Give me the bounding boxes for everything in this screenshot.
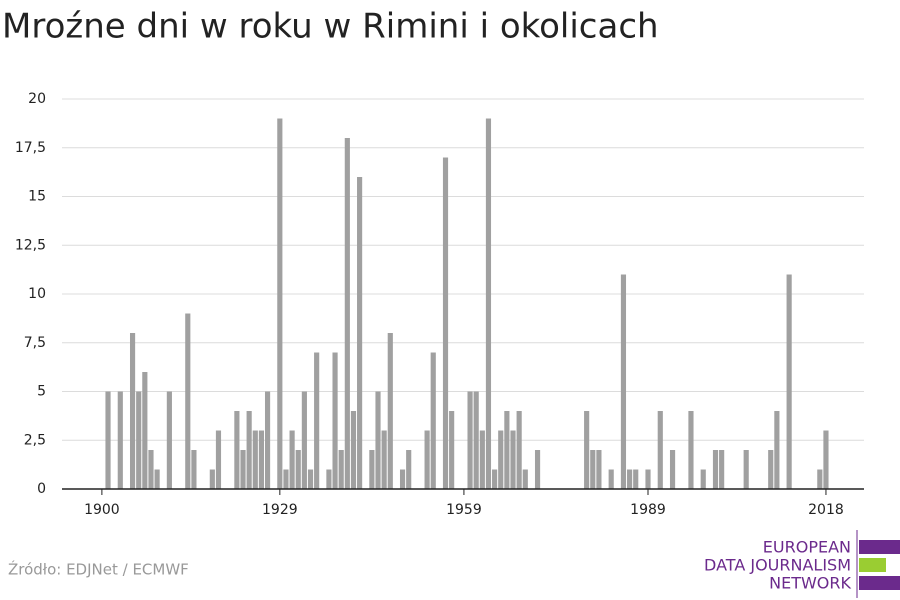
bar	[350, 411, 357, 489]
bar	[338, 450, 344, 489]
bar	[295, 450, 301, 489]
bar	[534, 450, 541, 489]
y-tick-label: 5	[37, 384, 46, 400]
bar	[117, 391, 123, 489]
bar	[387, 333, 393, 489]
bar	[277, 118, 283, 489]
bar	[590, 450, 596, 489]
bar	[424, 430, 430, 489]
logo-bar	[859, 540, 900, 554]
bar	[504, 411, 510, 489]
y-tick-label: 2,5	[24, 432, 46, 448]
bar	[608, 469, 614, 489]
bar	[215, 430, 222, 489]
bar	[283, 469, 289, 489]
bar	[381, 430, 387, 489]
bar	[252, 430, 258, 489]
chart-title: Mroźne dni w roku w Rimini i okolicach	[2, 7, 659, 47]
y-tick-label: 10	[28, 286, 46, 302]
bar	[700, 469, 706, 489]
bar	[669, 450, 676, 489]
bar	[314, 352, 320, 489]
logo-bar	[859, 558, 886, 572]
logo-text: NETWORK	[769, 574, 851, 593]
bar	[492, 469, 498, 489]
bar	[774, 411, 780, 489]
bar	[633, 469, 639, 489]
bar	[129, 333, 136, 489]
bar	[209, 469, 215, 489]
bar	[301, 391, 307, 489]
bar	[442, 157, 449, 489]
x-tick-label: 1929	[262, 502, 298, 518]
bar	[166, 391, 172, 489]
bar	[786, 274, 792, 489]
bar	[473, 391, 479, 489]
bar	[264, 391, 271, 489]
bar	[399, 469, 406, 489]
bar	[768, 450, 774, 489]
bar	[357, 177, 363, 489]
bar	[240, 450, 246, 489]
bar	[246, 411, 252, 489]
bar	[620, 274, 627, 489]
logo-bar	[859, 576, 900, 590]
bar	[136, 391, 142, 489]
x-tick-label: 2018	[808, 502, 844, 518]
bar	[289, 430, 295, 489]
y-tick-label: 15	[28, 189, 46, 205]
bar	[743, 450, 749, 489]
bar	[258, 430, 265, 489]
bar	[627, 469, 633, 489]
bar	[719, 450, 725, 489]
logo-text: EUROPEAN	[763, 538, 851, 557]
bar	[479, 430, 485, 489]
bar	[510, 430, 516, 489]
bar	[148, 450, 154, 489]
x-tick-label: 1959	[446, 502, 482, 518]
y-tick-label: 17,5	[15, 140, 46, 156]
bar	[307, 469, 314, 489]
bar	[430, 352, 436, 489]
bar	[105, 391, 111, 489]
bar	[712, 450, 719, 489]
bar	[332, 352, 338, 489]
y-tick-label: 7,5	[24, 335, 46, 351]
bar	[142, 372, 148, 489]
bar	[584, 411, 590, 489]
bar	[406, 450, 412, 489]
bar	[596, 450, 602, 489]
bar	[234, 411, 240, 489]
y-tick-label: 20	[28, 91, 46, 107]
x-tick-label: 1989	[630, 502, 666, 518]
source: Źródło: EDJNet / ECMWF	[8, 560, 189, 579]
bar	[449, 411, 455, 489]
bar	[154, 469, 160, 489]
bar	[645, 469, 651, 489]
bar	[185, 313, 191, 489]
bar	[522, 469, 528, 489]
x-tick-label: 1900	[84, 502, 120, 518]
bar	[823, 430, 829, 489]
bar	[657, 411, 663, 489]
bar	[688, 411, 694, 489]
y-tick-label: 0	[37, 481, 46, 497]
bar	[326, 469, 332, 489]
bar	[191, 450, 197, 489]
y-tick-label: 12,5	[15, 237, 46, 253]
bar	[369, 450, 375, 489]
bar	[516, 411, 522, 489]
logo: EUROPEAN DATA JOURNALISM NETWORK	[704, 530, 900, 598]
bar	[344, 138, 350, 489]
bar	[498, 430, 504, 489]
bar	[375, 391, 381, 489]
bar	[817, 469, 823, 489]
bar	[467, 391, 473, 489]
bar	[485, 118, 492, 489]
logo-text: DATA JOURNALISM	[704, 556, 851, 575]
